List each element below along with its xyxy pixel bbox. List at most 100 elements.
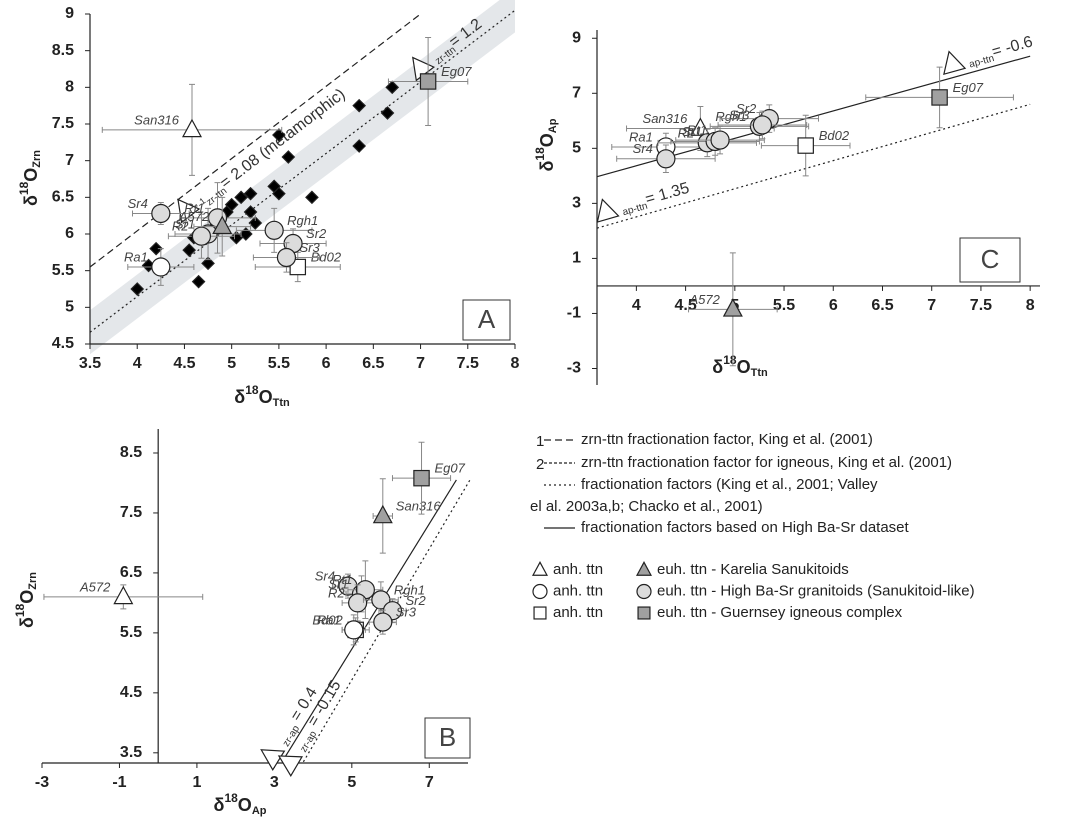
data-point [229, 230, 244, 245]
legend-symbol-open [533, 606, 547, 620]
y-tick-label: 3 [572, 195, 581, 212]
data-point [419, 73, 437, 90]
axis-label-part: O [17, 590, 37, 604]
axis-label-part: Zrn [27, 572, 39, 590]
y-tick-label: 5 [572, 140, 581, 157]
x-tick-label: 7 [425, 774, 434, 791]
y-tick-label: 5 [65, 299, 74, 316]
y-tick-label: 3.5 [120, 744, 142, 761]
data-point [212, 215, 233, 235]
x-tick-label: 6.5 [871, 297, 893, 314]
axis-label-part: δ [214, 795, 225, 815]
axis-label-part: 18 [13, 603, 27, 617]
point-label: Sr4 [315, 569, 335, 584]
point-label: Bd02 [312, 612, 343, 627]
data-point [352, 139, 367, 153]
x-tick-label: 5.5 [773, 297, 795, 314]
x-tick-label: 7 [927, 297, 936, 314]
data-point [413, 469, 430, 487]
x-tick-label: -1 [112, 774, 126, 791]
axis-label-part: O [21, 168, 41, 182]
point-label: Rt1 [687, 123, 707, 138]
point-label: Sr2 [736, 101, 757, 116]
data-point [348, 593, 368, 613]
line-label: ap-ttn= -0.6 [943, 34, 1035, 76]
line-label: ap-ttn= 1.35 [596, 180, 692, 223]
legend-text: anh. ttn [553, 604, 603, 621]
data-point [201, 256, 215, 271]
legend-symbol-open [531, 561, 549, 576]
legend-symbol-filled [635, 561, 653, 576]
line-label-text: ap-ttn= 1.35 [619, 180, 692, 218]
panel-box [462, 299, 511, 341]
point-label: Rgh1 [287, 213, 318, 228]
axis-label-part: O [537, 133, 557, 147]
legend-text: euh. ttn - High Ba-Sr granitoids (Sanuki… [657, 582, 975, 599]
axis-label-part: δ [537, 160, 557, 171]
y-tick-label: -1 [567, 305, 581, 322]
axis-label: δ18OTtn [234, 383, 290, 409]
data-point [344, 620, 364, 640]
point-label: A572 [79, 579, 111, 594]
axis-label-part: δ [234, 387, 245, 407]
point-label: Sr3 [729, 107, 750, 122]
x-tick-label: 4 [632, 297, 641, 314]
y-tick-label: 8.5 [120, 444, 142, 461]
data-point [380, 106, 395, 120]
axis-label: δ18OAp [214, 791, 267, 817]
axis-label-part: 18 [723, 353, 737, 367]
x-tick-label: 4.5 [173, 355, 195, 372]
panel-box [959, 237, 1021, 283]
data-point [234, 190, 248, 205]
x-tick-label: 4.5 [674, 297, 696, 314]
point-label: Rt1 [184, 200, 204, 215]
legend-text: fractionation factors (King et al., 2001… [581, 476, 878, 493]
data-point [373, 612, 393, 632]
x-tick-label: 6 [829, 297, 838, 314]
point-label: Ra1 [124, 249, 148, 264]
data-point [272, 186, 286, 201]
fractionation-line [596, 103, 1031, 229]
data-point [372, 504, 393, 524]
axis-label-part: δ [712, 357, 723, 377]
y-tick-label: 9 [572, 29, 581, 46]
axis-label-part: 18 [245, 383, 259, 397]
point-label: Sr1 [175, 216, 195, 231]
axis-label-part: Ttn [273, 397, 290, 409]
data-point [710, 130, 730, 150]
data-point [276, 247, 297, 268]
data-point [797, 137, 814, 154]
y-tick-label: 5.5 [52, 262, 74, 279]
data-point [243, 186, 258, 201]
point-label: Rgh1 [715, 109, 746, 124]
data-point [238, 227, 253, 241]
y-tick-label: 7.5 [120, 504, 142, 521]
x-tick-label: 5 [347, 774, 356, 791]
line-label-main: = 1.35 [644, 180, 692, 209]
legend-symbol-open [532, 583, 548, 600]
legend-text: zrn-ttn fractionation factor, King et al… [581, 431, 873, 448]
data-point [130, 282, 145, 296]
y-tick-label: 8 [65, 79, 74, 96]
point-label: A572 [178, 209, 210, 224]
x-tick-label: 7 [416, 355, 425, 372]
y-tick-label: 5.5 [120, 624, 142, 641]
legend-text: anh. ttn [553, 582, 603, 599]
legend-text: anh. ttn [553, 561, 603, 578]
line-label-triangle [596, 198, 620, 223]
data-point [224, 197, 239, 212]
data-point [385, 80, 400, 95]
fractionation-band [90, 0, 515, 355]
y-tick-label: 7 [65, 152, 74, 169]
data-point [191, 226, 212, 246]
point-label: R2 [328, 585, 345, 600]
legend-text: zrn-ttn fractionation factor for igneous… [581, 454, 952, 471]
legend-text: euh. ttn - Guernsey igneous complex [657, 604, 903, 621]
x-tick-label: 8 [1026, 297, 1035, 314]
y-tick-label: 7.5 [52, 115, 74, 132]
panel-letter: C [981, 244, 1000, 274]
data-point [182, 243, 197, 257]
